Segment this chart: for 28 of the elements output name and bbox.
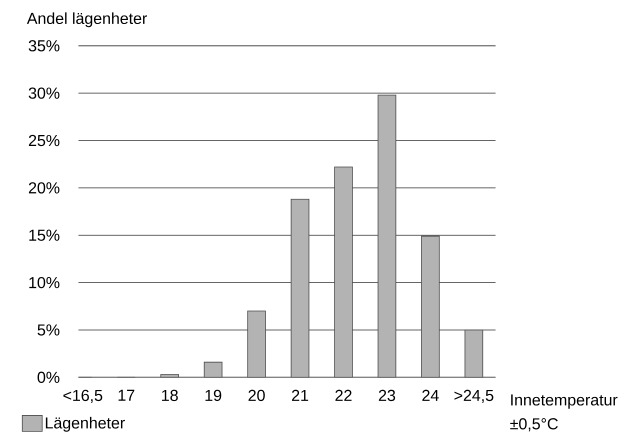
y-tick-label: 20% — [28, 182, 60, 194]
x-axis-title: Innetemperatur ±0,5°C — [510, 394, 618, 432]
x-tick-label: 23 — [378, 390, 396, 402]
bar — [290, 198, 310, 378]
bar — [421, 236, 440, 378]
x-tick-label: 21 — [292, 390, 308, 401]
x-tick-label: <16,5 — [63, 390, 102, 403]
y-tick-label: 15% — [29, 230, 60, 241]
y-tick-label: 10% — [29, 276, 60, 288]
y-tick-label: 0% — [38, 372, 60, 383]
bar — [247, 310, 266, 378]
bar — [378, 94, 396, 378]
x-tick-label: 24 — [422, 390, 439, 401]
x-tick-label: 17 — [118, 390, 134, 401]
y-tick-label: 30% — [28, 87, 60, 99]
bar — [334, 166, 353, 378]
y-axis-title: Andel lägenheter — [26, 12, 147, 28]
x-tick-label: 22 — [335, 390, 352, 401]
y-tick-label: 35% — [28, 40, 60, 52]
x-tick-label: 18 — [162, 390, 178, 402]
bar — [204, 362, 222, 378]
legend-label: Lägenheter — [46, 416, 125, 432]
y-tick-label: 5% — [38, 324, 60, 336]
y-tick-label: 25% — [28, 134, 60, 146]
x-tick-label: >24,5 — [454, 390, 494, 403]
bar — [464, 330, 484, 378]
x-tick-label: 20 — [248, 390, 265, 402]
x-tick-label: 19 — [205, 390, 222, 402]
